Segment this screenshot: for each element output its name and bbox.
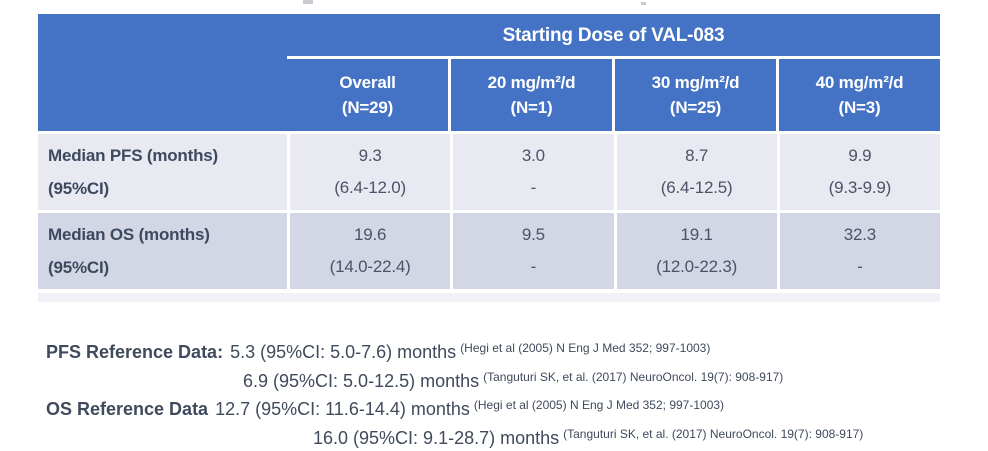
- dose-table-header: Starting Dose of VAL-083 Overall (N=29) …: [38, 14, 940, 131]
- row-label-line2: (95%CI): [48, 258, 109, 277]
- pfs-reference-line-1: PFS Reference Data: 5.3 (95%CI: 5.0-7.6) …: [46, 341, 710, 365]
- header-underline: [287, 56, 940, 59]
- header-columns: Overall (N=29) 20 mg/m²/d (N=1) 30 mg/m²…: [287, 59, 940, 131]
- reference-value: 16.0 (95%CI: 9.1-28.7) months: [313, 428, 560, 448]
- cell-ci: -: [530, 257, 537, 276]
- pfs-reference-label: PFS Reference Data:: [46, 342, 224, 362]
- reference-value: 6.9 (95%CI: 5.0-12.5) months: [243, 371, 480, 391]
- cell-value: 3.0: [521, 146, 545, 165]
- reference-citation: (Tanguturi SK, et al. (2017) NeuroOncol.…: [483, 370, 784, 384]
- cell-ci: (6.4-12.0): [334, 178, 406, 197]
- cell-value: 32.3: [843, 225, 877, 244]
- cell-ci: (9.3-9.9): [828, 178, 892, 197]
- table-cell: 9.3 (6.4-12.0): [290, 134, 451, 210]
- os-reference-line-2: 16.0 (95%CI: 9.1-28.7) months (Tanguturi …: [313, 427, 863, 451]
- row-label-line2: (95%CI): [48, 179, 109, 198]
- cropped-text-remnant: [303, 0, 313, 4]
- table-cell: 19.1 (12.0-22.3): [616, 213, 777, 289]
- row-label-line1: Median PFS (months): [48, 146, 218, 165]
- row-label-os: Median OS (months) (95%CI): [38, 213, 287, 289]
- reference-citation: (Hegi et al (2005) N Eng J Med 352; 997-…: [473, 398, 725, 412]
- table-bottom-strip: [38, 293, 940, 302]
- row-label-pfs: Median PFS (months) (95%CI): [38, 134, 287, 210]
- column-header-line1: Overall: [339, 73, 396, 92]
- column-header-40mg: 40 mg/m²/d (N=3): [776, 59, 940, 131]
- reference-value: 5.3 (95%CI: 5.0-7.6) months: [230, 342, 457, 362]
- table-row-os: Median OS (months) (95%CI) 19.6 (14.0-22…: [38, 213, 940, 289]
- column-header-line1: 20 mg/m²/d: [487, 73, 576, 92]
- table-row-pfs: Median PFS (months) (95%CI) 9.3 (6.4-12.…: [38, 134, 940, 210]
- cell-value: 9.3: [358, 146, 382, 165]
- table-cell: 32.3 -: [779, 213, 940, 289]
- cell-value: 9.5: [521, 225, 545, 244]
- table-cell: 3.0 -: [453, 134, 614, 210]
- pfs-reference-line-2: 6.9 (95%CI: 5.0-12.5) months (Tanguturi S…: [243, 370, 783, 394]
- column-header-line2: (N=29): [341, 98, 394, 117]
- column-header-30mg: 30 mg/m²/d (N=25): [612, 59, 776, 131]
- reference-citation: (Hegi et al (2005) N Eng J Med 352; 997-…: [460, 341, 711, 355]
- table-cell: 8.7 (6.4-12.5): [616, 134, 777, 210]
- cropped-text-remnant: [641, 2, 646, 5]
- row-label-line1: Median OS (months): [48, 225, 210, 244]
- cell-value: 8.7: [685, 146, 709, 165]
- reference-citation: (Tanguturi SK, et al. (2017) NeuroOncol.…: [563, 427, 864, 441]
- table-cell: 19.6 (14.0-22.4): [290, 213, 451, 289]
- column-header-line1: 30 mg/m²/d: [651, 73, 740, 92]
- cell-value: 19.6: [353, 225, 387, 244]
- cell-ci: (6.4-12.5): [660, 178, 733, 197]
- cell-ci: (14.0-22.4): [329, 257, 411, 276]
- table-cell: 9.9 (9.3-9.9): [779, 134, 940, 210]
- os-reference-line-1: OS Reference Data 12.7 (95%CI: 11.6-14.4)…: [46, 398, 724, 422]
- os-reference-label: OS Reference Data: [46, 399, 209, 419]
- column-header-line2: (N=3): [838, 98, 881, 117]
- cell-ci: (12.0-22.3): [656, 257, 738, 276]
- column-header-line1: 40 mg/m²/d: [815, 73, 904, 92]
- cell-value: 19.1: [680, 225, 713, 244]
- table-cell: 9.5 -: [453, 213, 614, 289]
- column-header-20mg: 20 mg/m²/d (N=1): [448, 59, 612, 131]
- table-title: Starting Dose of VAL-083: [502, 25, 725, 46]
- column-header-line2: (N=25): [669, 98, 722, 117]
- reference-value: 12.7 (95%CI: 11.6-14.4) months: [215, 399, 470, 419]
- column-header-line2: (N=1): [510, 98, 553, 117]
- cell-ci: -: [857, 257, 863, 276]
- cell-ci: -: [530, 178, 537, 197]
- column-header-overall: Overall (N=29): [287, 59, 448, 131]
- cell-value: 9.9: [848, 146, 872, 165]
